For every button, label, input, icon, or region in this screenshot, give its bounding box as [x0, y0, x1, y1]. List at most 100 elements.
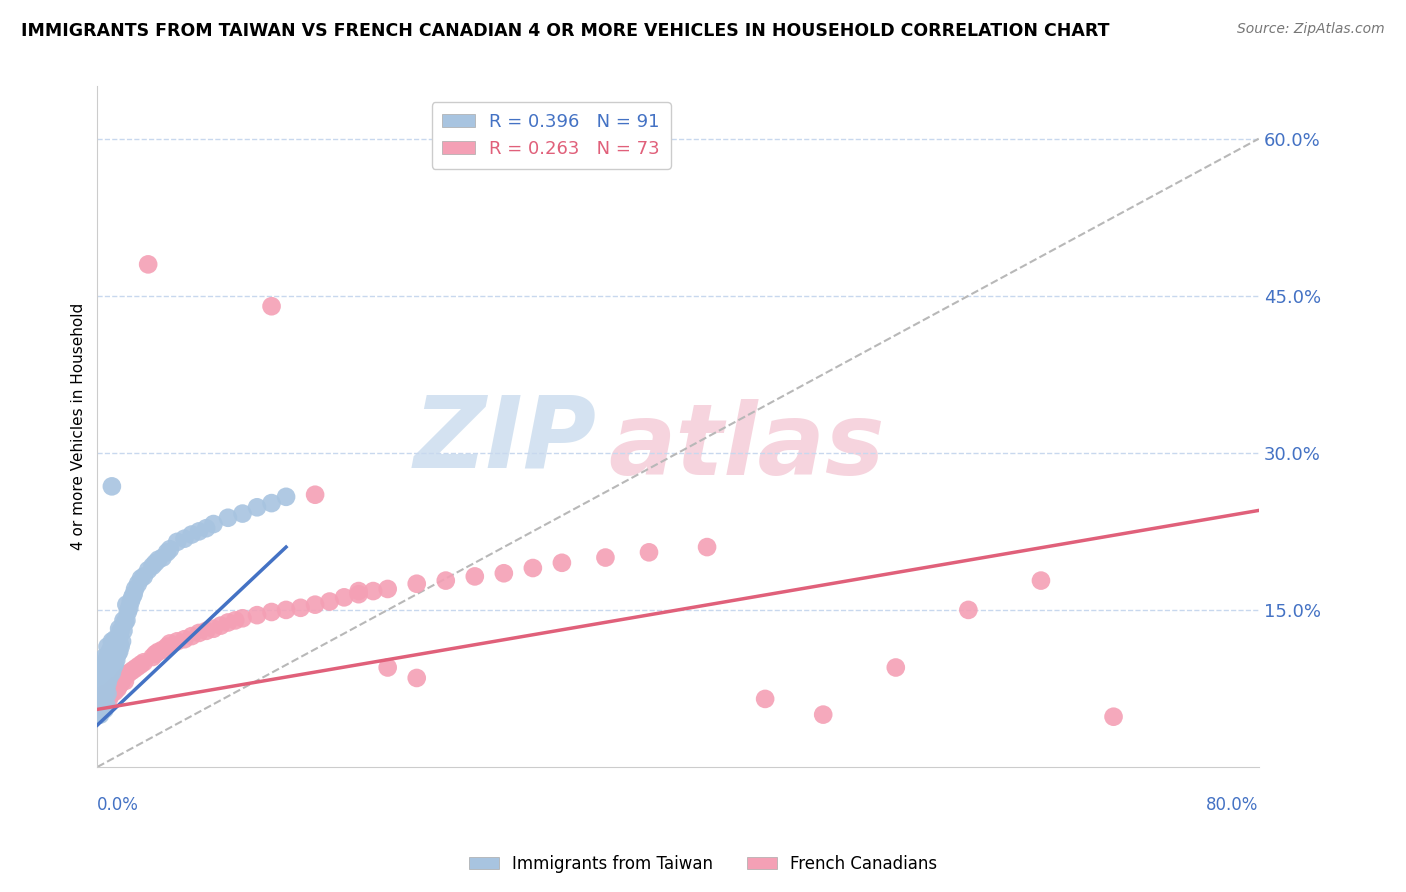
- Point: [112, 613, 135, 627]
- Point: [180, 629, 202, 643]
- Point: [108, 634, 131, 648]
- Point: [132, 569, 155, 583]
- Y-axis label: 4 or more Vehicles in Household: 4 or more Vehicles in Household: [72, 303, 86, 550]
- Point: [209, 618, 232, 632]
- Point: [405, 576, 427, 591]
- Point: [91, 660, 114, 674]
- Point: [96, 640, 118, 654]
- Point: [103, 636, 125, 650]
- Text: ZIP: ZIP: [413, 392, 596, 489]
- Point: [100, 665, 122, 680]
- Point: [96, 676, 118, 690]
- Point: [105, 653, 128, 667]
- Point: [87, 707, 110, 722]
- Point: [1102, 709, 1125, 723]
- Point: [110, 640, 132, 654]
- Point: [231, 611, 253, 625]
- Point: [361, 584, 384, 599]
- Point: [136, 563, 159, 577]
- Point: [811, 707, 834, 722]
- Point: [117, 605, 139, 619]
- Point: [638, 545, 661, 559]
- Point: [159, 542, 181, 557]
- Point: [115, 613, 138, 627]
- Point: [108, 622, 131, 636]
- Point: [124, 661, 146, 675]
- Point: [231, 507, 253, 521]
- Point: [148, 552, 170, 566]
- Point: [274, 490, 297, 504]
- Point: [111, 634, 134, 648]
- Point: [696, 540, 718, 554]
- Point: [318, 594, 340, 608]
- Point: [93, 650, 115, 665]
- Point: [188, 524, 211, 539]
- Point: [290, 600, 312, 615]
- Point: [87, 676, 110, 690]
- Point: [121, 591, 143, 605]
- Point: [112, 671, 135, 685]
- Point: [101, 655, 124, 669]
- Point: [108, 645, 131, 659]
- Point: [89, 687, 111, 701]
- Point: [90, 697, 112, 711]
- Point: [94, 681, 117, 696]
- Point: [129, 572, 152, 586]
- Point: [104, 684, 127, 698]
- Point: [105, 678, 128, 692]
- Point: [115, 668, 138, 682]
- Point: [89, 702, 111, 716]
- Point: [94, 697, 117, 711]
- Point: [101, 479, 124, 493]
- Point: [132, 655, 155, 669]
- Point: [90, 702, 112, 716]
- Point: [96, 650, 118, 665]
- Point: [90, 681, 112, 696]
- Point: [101, 687, 124, 701]
- Point: [93, 687, 115, 701]
- Point: [103, 681, 125, 696]
- Point: [405, 671, 427, 685]
- Point: [260, 496, 283, 510]
- Point: [274, 603, 297, 617]
- Point: [159, 636, 181, 650]
- Point: [91, 692, 114, 706]
- Legend: Immigrants from Taiwan, French Canadians: Immigrants from Taiwan, French Canadians: [463, 848, 943, 880]
- Point: [89, 702, 111, 716]
- Point: [188, 626, 211, 640]
- Point: [136, 257, 159, 271]
- Point: [1029, 574, 1052, 588]
- Point: [100, 642, 122, 657]
- Point: [173, 632, 195, 647]
- Point: [100, 655, 122, 669]
- Point: [195, 521, 218, 535]
- Point: [87, 687, 110, 701]
- Point: [173, 532, 195, 546]
- Text: 80.0%: 80.0%: [1206, 797, 1258, 814]
- Point: [93, 660, 115, 674]
- Point: [347, 584, 370, 599]
- Point: [100, 684, 122, 698]
- Text: Source: ZipAtlas.com: Source: ZipAtlas.com: [1237, 22, 1385, 37]
- Point: [97, 671, 120, 685]
- Point: [90, 697, 112, 711]
- Text: 0.0%: 0.0%: [97, 797, 139, 814]
- Point: [127, 659, 149, 673]
- Point: [377, 582, 399, 596]
- Point: [87, 665, 110, 680]
- Point: [104, 645, 127, 659]
- Point: [217, 510, 239, 524]
- Legend: R = 0.396   N = 91, R = 0.263   N = 73: R = 0.396 N = 91, R = 0.263 N = 73: [432, 103, 671, 169]
- Point: [107, 647, 129, 661]
- Text: IMMIGRANTS FROM TAIWAN VS FRENCH CANADIAN 4 OR MORE VEHICLES IN HOUSEHOLD CORREL: IMMIGRANTS FROM TAIWAN VS FRENCH CANADIA…: [21, 22, 1109, 40]
- Point: [957, 603, 980, 617]
- Point: [91, 676, 114, 690]
- Point: [884, 660, 907, 674]
- Point: [304, 488, 326, 502]
- Point: [110, 624, 132, 638]
- Point: [89, 697, 111, 711]
- Point: [104, 632, 127, 647]
- Point: [166, 634, 188, 648]
- Point: [141, 558, 163, 573]
- Point: [103, 647, 125, 661]
